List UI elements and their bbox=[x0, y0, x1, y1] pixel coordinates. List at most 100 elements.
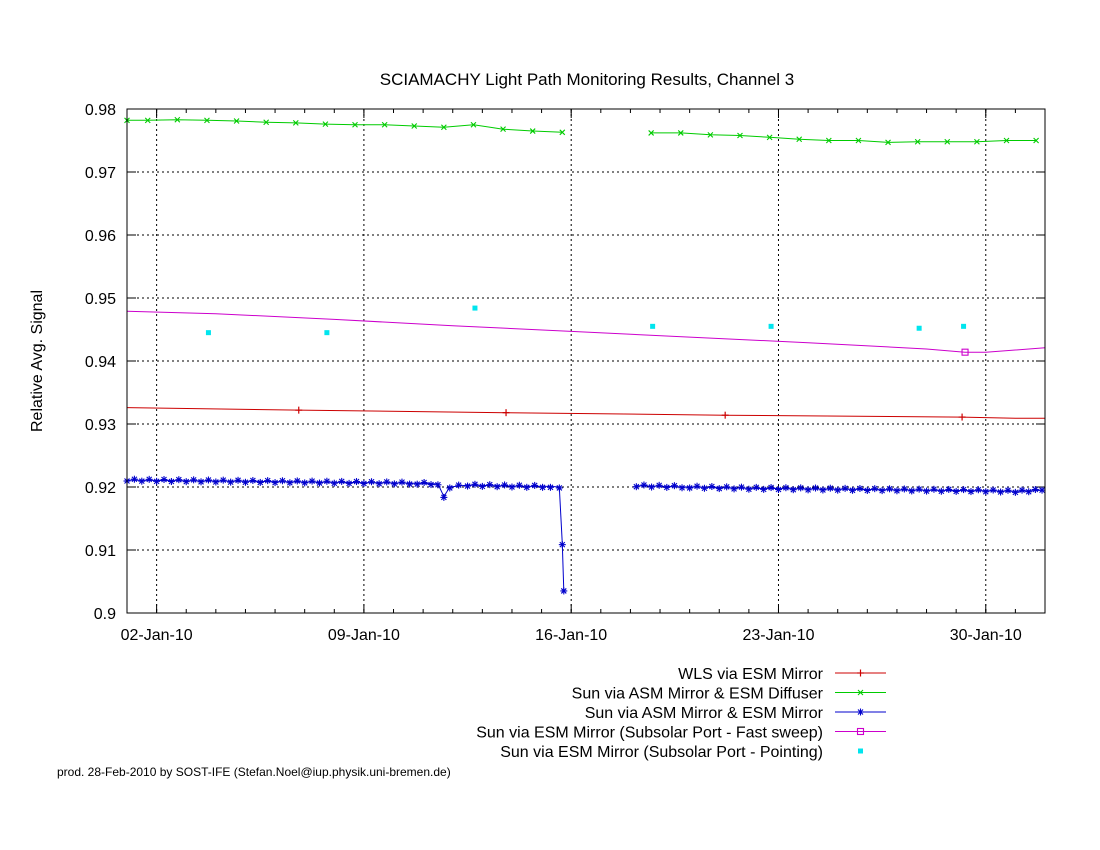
data-point bbox=[256, 478, 264, 486]
x-tick-label: 30-Jan-10 bbox=[950, 627, 1022, 644]
y-tick-label: 0.95 bbox=[85, 291, 116, 308]
y-tick-label: 0.93 bbox=[85, 417, 116, 434]
data-point bbox=[383, 478, 391, 486]
data-point bbox=[632, 483, 640, 491]
data-point bbox=[308, 477, 316, 485]
data-point bbox=[721, 411, 729, 419]
data-point bbox=[464, 482, 472, 490]
data-point bbox=[470, 121, 477, 128]
legend-marker bbox=[857, 708, 864, 716]
data-point bbox=[767, 484, 775, 492]
data-point bbox=[804, 486, 812, 494]
data-point bbox=[752, 483, 760, 491]
data-point bbox=[190, 476, 198, 484]
data-point bbox=[849, 486, 857, 494]
data-point bbox=[923, 487, 931, 495]
data-point bbox=[398, 478, 406, 486]
data-point bbox=[663, 483, 671, 491]
data-point bbox=[249, 476, 257, 484]
plot-area bbox=[123, 116, 1046, 595]
legend-item: Sun via ASM Mirror & ESM Mirror bbox=[585, 705, 886, 722]
data-point bbox=[997, 488, 1005, 496]
data-point bbox=[812, 484, 819, 492]
data-point bbox=[345, 479, 353, 487]
data-point bbox=[974, 138, 980, 145]
data-point bbox=[529, 128, 536, 134]
data-point bbox=[559, 129, 566, 136]
data-point bbox=[1038, 486, 1046, 494]
data-point bbox=[486, 481, 494, 489]
data-point bbox=[686, 484, 694, 492]
data-point bbox=[745, 485, 753, 493]
series-4 bbox=[126, 310, 1046, 356]
data-point bbox=[871, 485, 879, 493]
data-point bbox=[420, 478, 428, 486]
data-point bbox=[796, 136, 803, 143]
data-point bbox=[264, 477, 272, 485]
y-axis-label: Relative Avg. Signal bbox=[29, 290, 46, 432]
data-point bbox=[1033, 137, 1040, 144]
data-point bbox=[768, 323, 774, 329]
data-point bbox=[406, 480, 414, 488]
grid bbox=[127, 109, 1045, 613]
ticks: 0.9 0.91 0.92 0.93 0.94 0.95 0.96 0.97 0.98 02-Ja… bbox=[85, 102, 1045, 644]
data-point bbox=[789, 486, 797, 494]
data-point bbox=[381, 121, 388, 128]
data-point bbox=[472, 305, 478, 311]
data-point bbox=[560, 587, 568, 595]
data-point bbox=[989, 486, 997, 494]
data-point bbox=[523, 483, 531, 491]
data-point bbox=[411, 123, 418, 129]
data-point bbox=[455, 481, 463, 489]
data-point bbox=[1003, 137, 1010, 144]
data-point bbox=[446, 484, 454, 492]
y-tick-label: 0.94 bbox=[85, 354, 116, 371]
data-point bbox=[834, 486, 842, 494]
y-tick-label: 0.92 bbox=[85, 480, 116, 497]
data-point bbox=[182, 478, 190, 486]
data-point bbox=[760, 485, 768, 493]
data-point bbox=[427, 481, 435, 489]
data-point bbox=[678, 484, 686, 492]
data-point bbox=[278, 477, 286, 485]
plot-frame bbox=[126, 108, 1046, 614]
data-point bbox=[174, 116, 181, 123]
data-point bbox=[1031, 486, 1039, 494]
x-tick-label: 02-Jan-10 bbox=[121, 627, 193, 644]
legend-item: Sun via ASM Mirror & ESM Diffuser bbox=[572, 686, 886, 703]
data-point bbox=[945, 485, 953, 493]
series-line bbox=[126, 310, 1046, 353]
legend-marker bbox=[857, 689, 864, 696]
legend-marker bbox=[858, 748, 863, 754]
data-point bbox=[500, 126, 506, 133]
series-5 bbox=[205, 305, 967, 336]
series-2 bbox=[124, 116, 1040, 146]
data-point bbox=[315, 479, 323, 487]
data-point bbox=[330, 479, 338, 487]
data-point bbox=[930, 485, 938, 493]
data-point bbox=[145, 475, 153, 483]
data-point bbox=[413, 480, 421, 488]
data-point bbox=[863, 486, 871, 494]
data-point bbox=[204, 117, 210, 124]
data-point bbox=[555, 484, 563, 492]
legend: WLS via ESM Mirror Sun via ASM Mirror & E… bbox=[476, 666, 886, 761]
data-point bbox=[502, 409, 510, 417]
y-tick-label: 0.97 bbox=[85, 165, 116, 182]
data-point bbox=[723, 483, 731, 491]
data-point bbox=[826, 484, 834, 492]
data-point bbox=[774, 486, 782, 494]
legend-label: Sun via ESM Mirror (Subsolar Port - Fast… bbox=[476, 725, 823, 742]
data-point bbox=[855, 137, 862, 144]
data-point bbox=[301, 479, 309, 487]
series-1 bbox=[126, 406, 1045, 421]
data-point bbox=[368, 478, 376, 486]
data-point bbox=[471, 480, 479, 488]
data-point bbox=[944, 138, 951, 145]
data-point bbox=[825, 137, 832, 144]
data-point bbox=[130, 475, 138, 483]
data-point bbox=[138, 477, 146, 485]
series-line bbox=[126, 407, 1045, 419]
data-point bbox=[508, 483, 516, 491]
